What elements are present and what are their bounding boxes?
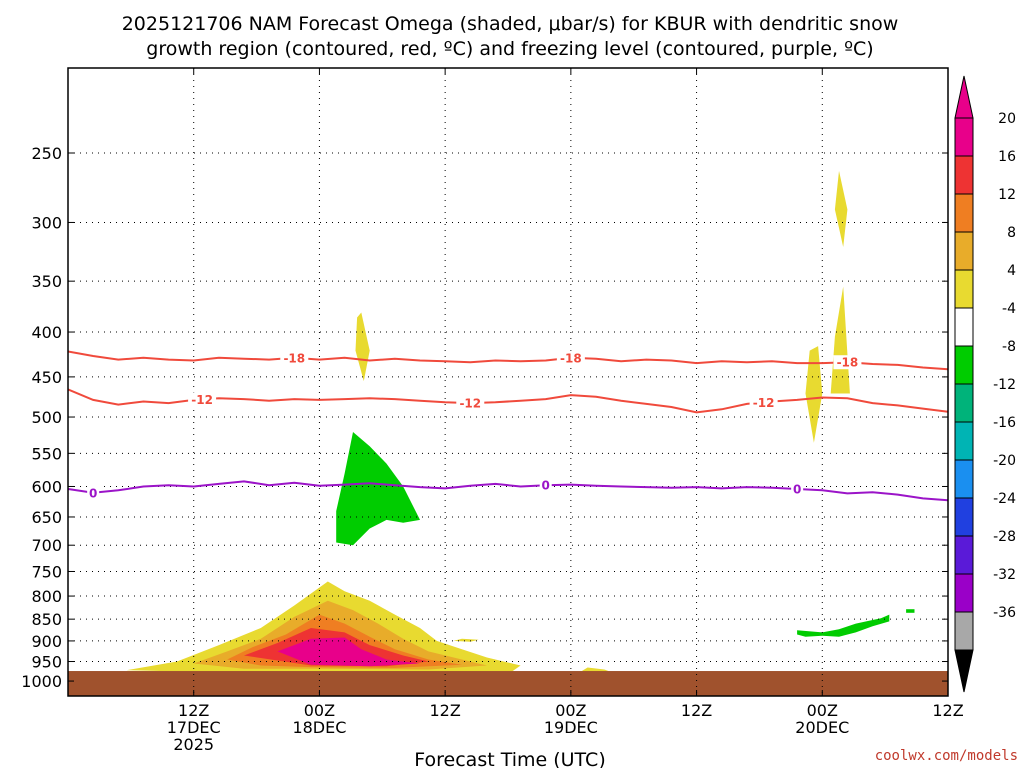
contour-line-2 <box>68 480 948 502</box>
colorbar-label-2: 12 <box>998 187 1016 203</box>
contour-label-bg-0-2 <box>833 355 862 370</box>
contour-label-0-2: -18 <box>837 356 859 370</box>
contour-label-2-1: 0 <box>542 479 550 493</box>
colorbar-band-7 <box>954 383 974 423</box>
colorbar-label-4: 4 <box>1007 263 1016 279</box>
contour-label-2-2: 0 <box>793 483 801 497</box>
contour-line-0 <box>68 350 948 371</box>
colorbar-band-3 <box>954 231 974 271</box>
colorbar-label-12: -32 <box>993 567 1016 583</box>
colorbar-label-6: -8 <box>1002 339 1016 355</box>
x-axis-label: Forecast Time (UTC) <box>414 749 605 768</box>
x-tick-label-57-1: 19DEC <box>544 718 598 737</box>
y-tick-label-600: 600 <box>31 477 62 496</box>
omega-shade-upper-lift-19DEC-20DEC <box>834 170 848 247</box>
omega-shade-low-sinking-20DEC <box>797 614 890 637</box>
contour-label-bg-2-2 <box>791 482 804 497</box>
x-tick-label-102-0: 12Z <box>932 701 963 720</box>
y-tick-label-750: 750 <box>31 562 62 581</box>
x-tick-label-87-1: 20DEC <box>795 718 849 737</box>
colorbar-band-6 <box>954 345 974 385</box>
y-tick-label-550: 550 <box>31 444 62 463</box>
x-tick-label-12-2: 2025 <box>173 735 214 754</box>
terrain-ground <box>68 671 948 696</box>
x-tick-label-27-0: 00Z <box>304 701 335 720</box>
colorbar-label-9: -20 <box>993 453 1016 469</box>
colorbar-band-4 <box>954 269 974 309</box>
x-tick-label-27-1: 18DEC <box>292 718 346 737</box>
y-tick-label-800: 800 <box>31 587 62 606</box>
contour-label-bg-1-1 <box>456 396 485 411</box>
omega-shade-low-sinking-spot <box>906 609 915 613</box>
y-tick-label-700: 700 <box>31 536 62 555</box>
omega-shade-sinking-18DEC <box>336 432 420 546</box>
y-tick-label-300: 300 <box>31 213 62 232</box>
x-tick-label-42-0: 12Z <box>429 701 460 720</box>
x-tick-label-57-0: 00Z <box>555 701 586 720</box>
contour-label-bg-0-0 <box>280 350 309 365</box>
colorbar-label-0: 20 <box>998 111 1016 127</box>
colorbar-label-11: -28 <box>993 529 1016 545</box>
colorbar-label-7: -12 <box>993 377 1016 393</box>
omega-shade-mid-lift-20DEC <box>805 346 823 443</box>
y-tick-label-1000: 1000 <box>21 672 62 691</box>
omega-shade-upper-lift-2 <box>830 286 850 394</box>
y-tick-label-500: 500 <box>31 408 62 427</box>
colorbar-band-1 <box>954 155 974 195</box>
colorbar-bottom-arrow <box>954 649 974 693</box>
contour-label-1-0: -12 <box>191 393 213 407</box>
contour-label-0-0: -18 <box>283 351 305 365</box>
contour-label-bg-0-1 <box>556 350 585 365</box>
colorbar-band-5 <box>954 307 974 347</box>
y-tick-label-400: 400 <box>31 323 62 342</box>
y-tick-label-650: 650 <box>31 508 62 527</box>
colorbar-label-13: -36 <box>993 605 1016 621</box>
colorbar-top-arrow <box>954 75 974 119</box>
colorbar-band-8 <box>954 421 974 461</box>
colorbar-band-12 <box>954 573 974 613</box>
colorbar-label-3: 8 <box>1007 225 1016 241</box>
colorbar-band-2 <box>954 193 974 233</box>
colorbar-band-11 <box>954 535 974 575</box>
colorbar-label-1: 16 <box>998 149 1016 165</box>
contour-label-1-2: -12 <box>753 396 775 410</box>
omega-shade-lift-20 <box>277 637 420 667</box>
y-tick-label-250: 250 <box>31 144 62 163</box>
colorbar-band-9 <box>954 459 974 499</box>
contour-label-bg-1-2 <box>749 395 778 410</box>
x-tick-label-12-1: 17DEC <box>167 718 221 737</box>
y-tick-label-950: 950 <box>31 653 62 672</box>
contour-label-1-1: -12 <box>459 397 481 411</box>
omega-shade-small-lift-1 <box>453 638 479 642</box>
y-tick-label-900: 900 <box>31 632 62 651</box>
y-tick-label-350: 350 <box>31 272 62 291</box>
plot-frame <box>67 67 949 697</box>
x-tick-label-87-0: 00Z <box>807 701 838 720</box>
colorbar-label-8: -16 <box>993 415 1016 431</box>
y-tick-label-450: 450 <box>31 368 62 387</box>
contour-label-2-0: 0 <box>89 486 97 500</box>
colorbar-band-0 <box>954 117 974 157</box>
colorbar-label-10: -24 <box>993 491 1016 507</box>
contour-label-bg-1-0 <box>188 392 217 407</box>
colorbar-band-13 <box>954 611 974 651</box>
colorbar-label-5: -4 <box>1002 301 1016 317</box>
contour-label-bg-2-1 <box>539 478 552 493</box>
chart-title-line-2: growth region (contoured, red, ºC) and f… <box>146 38 873 60</box>
credit-text: coolwx.com/models <box>875 748 1018 764</box>
colorbar-band-10 <box>954 497 974 537</box>
chart-title-line-1: 2025121706 NAM Forecast Omega (shaded, μ… <box>122 13 899 35</box>
contour-label-bg-2-0 <box>87 485 100 500</box>
x-tick-label-12-0: 12Z <box>178 701 209 720</box>
y-tick-label-850: 850 <box>31 610 62 629</box>
x-tick-label-72-0: 12Z <box>681 701 712 720</box>
omega-shade-mid-lift-18DEC <box>355 312 370 382</box>
contour-label-0-1: -18 <box>560 351 582 365</box>
